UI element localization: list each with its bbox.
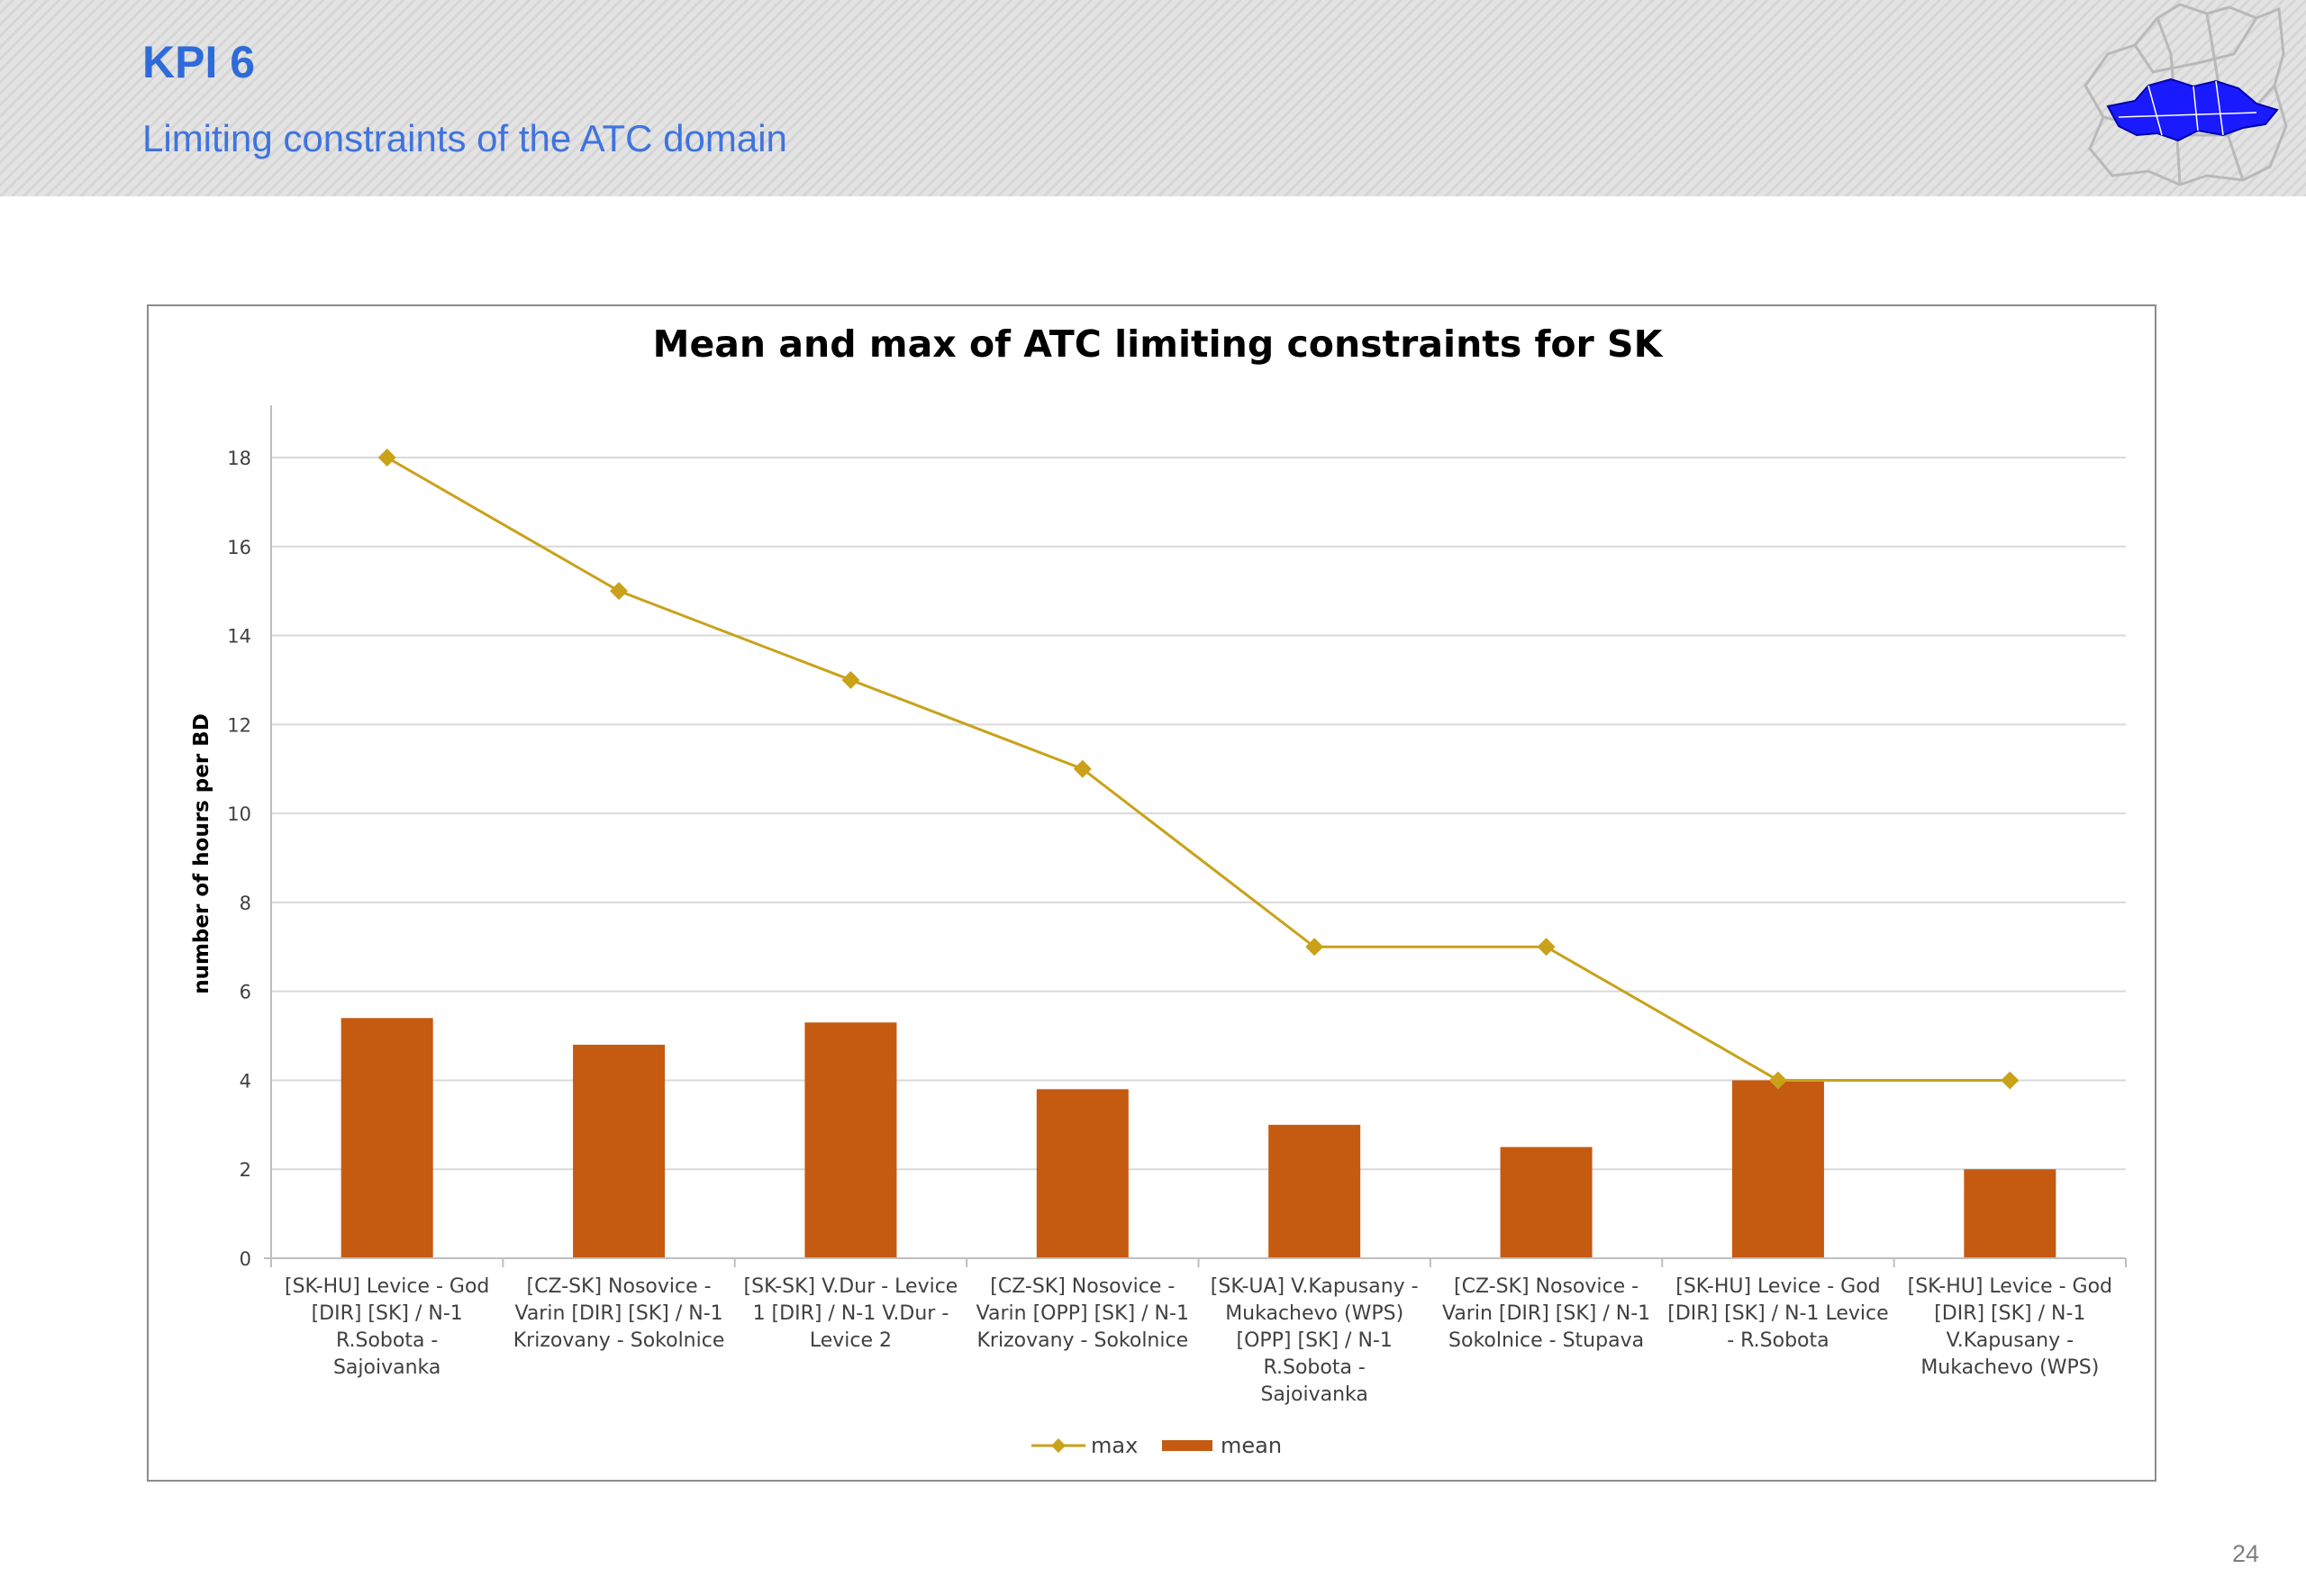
max-point [610,582,629,601]
header-band [0,0,2306,196]
y-axis-label: number of hours per BD [190,713,213,994]
legend-mean-swatch [1162,1440,1212,1451]
x-category-label: [CZ-SK] Nosovice -Varin [DIR] [SK] / N-1… [1442,1275,1650,1352]
legend-mean-label: mean [1221,1433,1282,1458]
legend-max-label: max [1091,1433,1138,1458]
y-tick-label: 18 [227,448,251,469]
x-category-label: [SK-UA] V.Kapusany -Mukachevo (WPS) [OPP]… [1211,1275,1419,1406]
x-category-label: [SK-HU] Levice - God [DIR] [SK] / N-1 V.Ka… [1908,1275,2112,1379]
x-category-label: [SK-HU] Levice - God [DIR] [SK] / N-1 Lev… [1667,1275,1888,1352]
max-point [1768,1071,1787,1090]
y-tick-label: 12 [227,714,251,736]
max-line [386,456,2011,1082]
y-tick-label: 0 [240,1248,251,1270]
x-category-label: [CZ-SK] Nosovice -Varin [DIR] [SK] / N-1… [513,1275,725,1352]
legend-max-marker [1051,1438,1066,1453]
mean-bar [1731,1080,1824,1258]
y-tick-label: 2 [240,1159,251,1181]
page-subtitle: Limiting constraints of the ATC domain [142,117,787,159]
mean-bar [573,1044,666,1258]
y-tick-label: 4 [240,1070,251,1092]
y-tick-label: 10 [227,803,251,825]
chart: Mean and max of ATC limiting constraints… [190,322,2127,1458]
y-tick-label: 6 [240,982,251,1003]
mean-bar [804,1022,897,1258]
x-category-label: [CZ-SK] Nosovice -Varin [OPP] [SK] / N-1… [976,1275,1189,1352]
chart-title: Mean and max of ATC limiting constraints… [653,322,1665,366]
max-point [2001,1071,2020,1090]
map-logo-icon [2084,3,2288,186]
page-number: 24 [2232,1540,2260,1567]
y-tick-label: 8 [240,893,251,914]
page-title: KPI 6 [142,37,256,87]
mean-bar [1268,1124,1361,1258]
x-category-label: [SK-SK] V.Dur - Levice 1 [DIR] / N-1 V.Du… [744,1275,958,1352]
max-point [841,670,860,689]
y-tick-label: 14 [227,626,251,648]
x-category-label: [SK-HU] Levice - God [DIR] [SK] / N-1 R.So… [285,1275,489,1379]
max-point [377,449,396,467]
max-point [1073,759,1092,778]
chart-frame: Mean and max of ATC limiting constraints… [147,304,2156,1482]
max-point [1305,938,1324,957]
mean-bar [1036,1089,1129,1258]
mean-bar [1964,1169,2056,1258]
max-point [1537,938,1556,957]
mean-bar [340,1018,433,1258]
legend: max mean [1031,1433,1282,1458]
y-tick-label: 16 [227,537,251,558]
mean-bar [1500,1147,1593,1258]
